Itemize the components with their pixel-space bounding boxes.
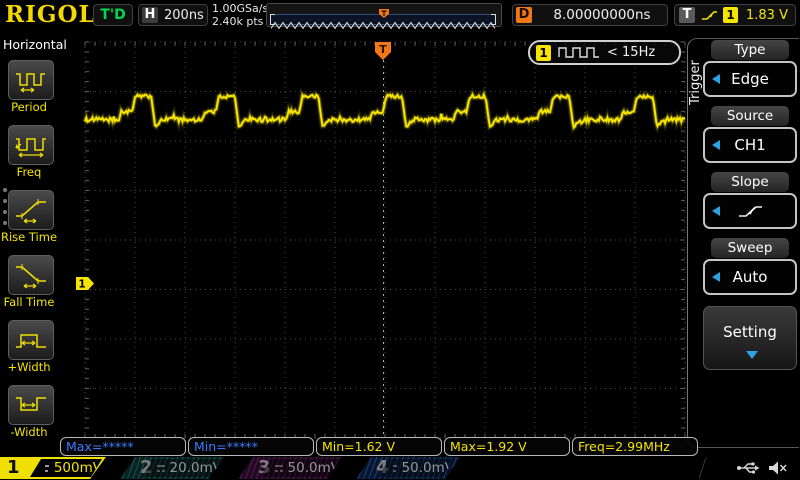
timebase-value: 200ns [164, 7, 204, 23]
dc-coupling-icon [157, 464, 165, 472]
channel-2-number: 2 [140, 457, 153, 478]
left-arrow-icon [712, 206, 720, 216]
trigger-source-button[interactable]: CH1 [703, 127, 797, 163]
trigger-delay-box[interactable]: D 8.00000000ns [512, 4, 668, 26]
trigger-sweep-header: Sweep [711, 238, 789, 258]
trigger-t-label: T [679, 7, 695, 23]
channel-2-block[interactable]: 2 [120, 457, 224, 479]
chevron-down-icon [746, 351, 758, 359]
softkey-rise-time-label: Rise Time [0, 230, 58, 244]
trigger-slope-button[interactable] [703, 193, 797, 229]
trigger-type-value: Edge [731, 70, 769, 88]
left-arrow-icon [712, 272, 720, 282]
memory-depth: 2.40k pts [212, 14, 264, 28]
softkey-minus-width-button[interactable] [8, 385, 54, 425]
measurement-min-1: Min=***** [188, 437, 314, 456]
channel-2-scale-box[interactable]: 20.0mV [142, 459, 222, 477]
beeper-off-icon [769, 461, 787, 475]
channel-2-scale: 20.0mV [169, 460, 222, 476]
rising-edge-icon [702, 10, 717, 20]
horizontal-timebase-box[interactable]: H 200ns [138, 4, 208, 26]
plus-width-icon [16, 334, 46, 348]
horizontal-h-label: H [142, 7, 158, 23]
memory-trigger-marker-icon[interactable] [379, 4, 389, 23]
trigger-freq-value: < 15Hz [607, 45, 656, 60]
usb-icon [737, 462, 760, 474]
delay-d-label: D [516, 7, 532, 23]
pulse-train-icon [558, 47, 599, 58]
rigol-logo: RIGOL [5, 1, 96, 28]
channel-4-block[interactable]: 4 [356, 457, 460, 479]
channel-4-scale: 50.0mV [401, 460, 454, 476]
menu-page-dot [3, 221, 7, 225]
minus-width-icon [16, 397, 46, 411]
trigger-status-badge: T'D [93, 4, 133, 26]
channel-4-number: 4 [376, 457, 389, 478]
channel-3-scale: 50.0mV [287, 460, 340, 476]
setting-label: Setting [723, 323, 777, 341]
softkey-fall-time-label: Fall Time [3, 295, 55, 309]
softkey-plus-width-button[interactable] [8, 320, 54, 360]
sample-rate: 1.00GSa/s [212, 2, 269, 15]
freq-icon [15, 138, 46, 158]
measurement-min-2: Min=1.62 V [316, 437, 442, 456]
softkey-period-label: Period [11, 100, 47, 114]
trigger-sweep-value: Auto [732, 268, 768, 286]
menu-page-dot [3, 199, 7, 203]
left-arrow-icon [712, 74, 720, 84]
softkey-minus-width-label: -Width [10, 425, 48, 439]
softkey-fall-time-button[interactable] [8, 255, 54, 295]
channel-3-number: 3 [258, 457, 271, 478]
trigger-slope-header: Slope [711, 172, 789, 192]
softkey-freq-button[interactable] [8, 125, 54, 165]
left-arrow-icon [712, 140, 720, 150]
trigger-sweep-button[interactable]: Auto [703, 259, 797, 295]
memory-waveform-bar[interactable] [266, 3, 502, 30]
trigger-level-value: 1.83 V [746, 7, 788, 23]
rise-time-icon [16, 199, 46, 224]
trigger-menu-frame [687, 38, 799, 448]
dc-coupling-icon [393, 464, 397, 472]
trigger-type-header: Type [711, 40, 789, 60]
trigger-type-button[interactable]: Edge [703, 61, 797, 97]
menu-page-dot [3, 210, 7, 214]
softkey-freq-label: Freq [16, 165, 42, 179]
trigger-source-header: Source [711, 106, 789, 126]
softkey-period-button[interactable] [8, 60, 54, 100]
measurement-max-2: Max=1.92 V [444, 437, 570, 456]
softkey-plus-width-label: +Width [7, 360, 51, 374]
acquisition-info: 1.00GSa/s 2.40k pts [212, 2, 269, 28]
channel-1-scale: 500mV [53, 460, 102, 476]
channel-3-block[interactable]: 3 [238, 457, 342, 479]
status-icon-group [736, 460, 788, 476]
trigger-status-text: T'D [100, 7, 126, 23]
trigger-freq-channel-badge: 1 [536, 44, 551, 61]
trigger-menu-tab: Trigger [688, 60, 703, 106]
channel-4-scale-box[interactable]: 50.0mV [378, 459, 454, 477]
measurement-max-1: Max=***** [60, 437, 186, 456]
left-menu-title: Horizontal [3, 37, 67, 52]
period-icon [16, 73, 45, 93]
dc-coupling-icon [45, 464, 49, 472]
memory-waveform-icon [270, 21, 496, 30]
svg-text:T: T [379, 43, 387, 56]
channel-1-scale-box[interactable]: 500mV [30, 459, 102, 477]
trigger-source-badge: 1 [723, 7, 738, 23]
trigger-freq-badge: 1 < 15Hz [528, 40, 681, 65]
delay-value: 8.00000000ns [553, 7, 651, 23]
measurement-freq: Freq=2.99MHz [572, 437, 698, 456]
trigger-source-value: CH1 [734, 136, 766, 154]
menu-page-dot [3, 188, 7, 192]
dc-coupling-icon [275, 464, 283, 472]
softkey-rise-time-button[interactable] [8, 190, 54, 230]
svg-text:1: 1 [78, 279, 85, 291]
trigger-setting-button[interactable]: Setting [703, 306, 797, 370]
channel-1-number: 1 [7, 457, 20, 478]
trigger-level-box[interactable]: T 1 1.83 V [674, 4, 796, 26]
channel-3-scale-box[interactable]: 50.0mV [260, 459, 340, 477]
fall-time-icon [16, 264, 46, 289]
rising-edge-icon [739, 206, 762, 217]
